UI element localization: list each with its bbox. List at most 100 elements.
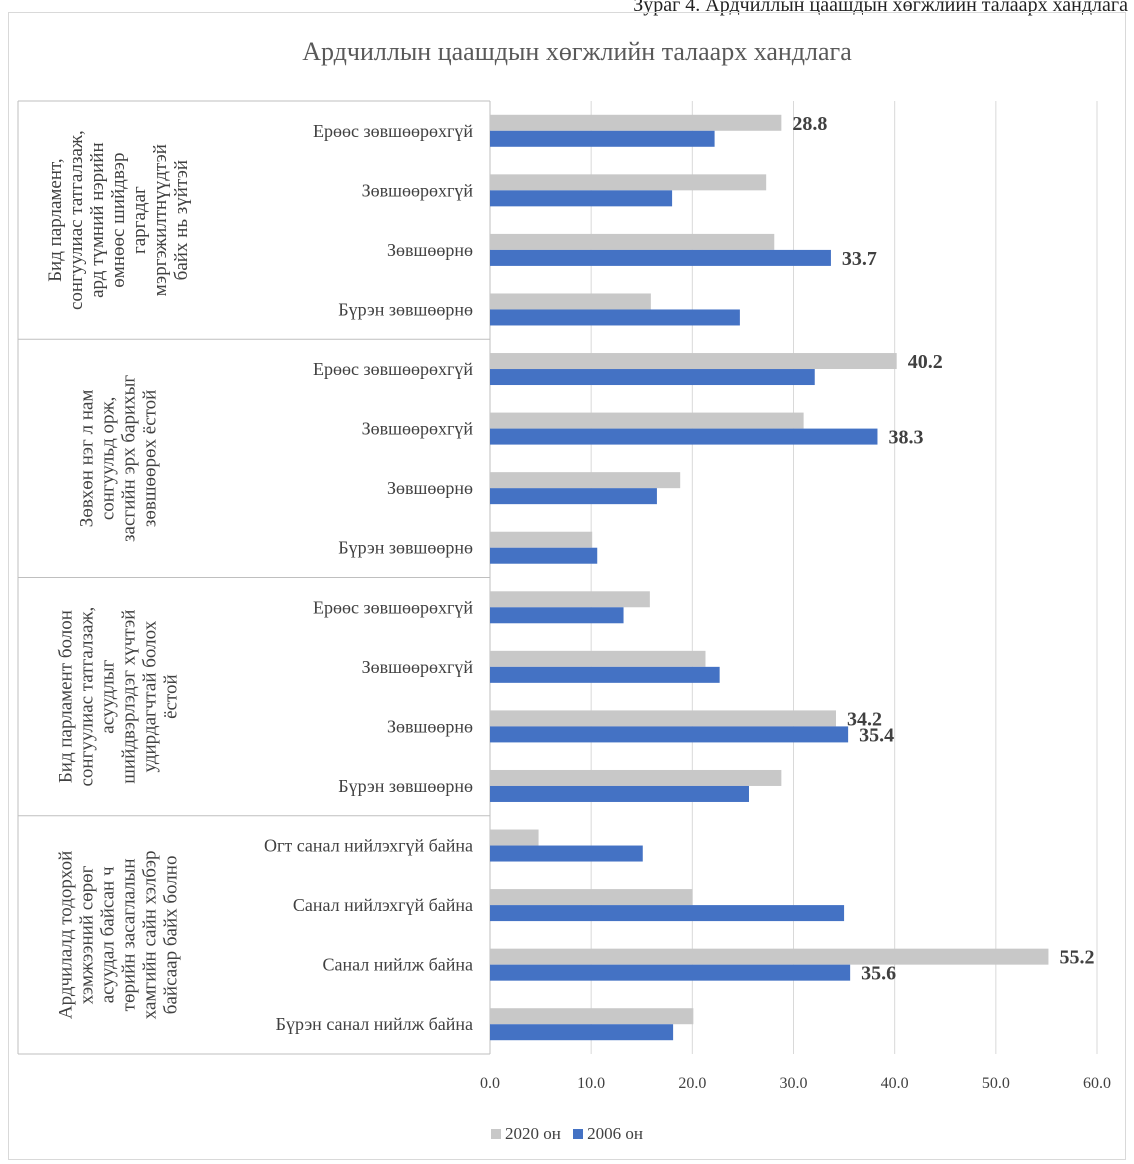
bar-2020 xyxy=(490,650,706,667)
bar-2006 xyxy=(490,249,831,266)
x-tick-label: 30.0 xyxy=(780,1075,808,1092)
category-label: Санал нийлж байна xyxy=(323,955,473,975)
bar-2020 xyxy=(490,233,775,250)
legend-swatch-2006 xyxy=(573,1129,584,1139)
category-label: Ерөөс зөвшөөрөхгүй xyxy=(313,359,473,379)
category-label: Бүрэн зөвшөөрнө xyxy=(338,776,473,796)
group-label-line: засгийн эрх барихыг xyxy=(119,375,140,542)
bar-2006 xyxy=(490,428,878,445)
bar-2006 xyxy=(490,607,624,624)
x-tick-label: 40.0 xyxy=(881,1075,909,1092)
category-label: Зөвшөөрнө xyxy=(387,716,473,736)
group-label-line: асуудлыг xyxy=(98,659,119,733)
category-label: Бүрэн зөвшөөрнө xyxy=(338,299,473,319)
bar-2020 xyxy=(490,114,782,131)
bar-2020 xyxy=(490,710,836,727)
bar-2006 xyxy=(490,130,715,147)
data-label: 38.3 xyxy=(888,427,923,449)
group-label-line: удирдагчтай болох xyxy=(140,620,161,772)
data-label: 55.2 xyxy=(1059,947,1094,969)
data-label: 40.2 xyxy=(908,351,943,373)
bar-2020 xyxy=(490,472,681,489)
legend-label-2020: 2020 он xyxy=(505,1124,561,1143)
data-label: 28.8 xyxy=(792,113,827,135)
bar-2020 xyxy=(490,829,539,846)
category-label: Зөвшөөрөхгүй xyxy=(362,419,474,439)
group-label-line: хамгийн сайн хэлбэр xyxy=(140,850,161,1019)
bar-2020 xyxy=(490,293,651,310)
group-label-line: гаргадаг xyxy=(129,186,150,254)
bar-2006 xyxy=(490,369,815,386)
group-label-line: Бид парламент, xyxy=(45,158,66,282)
data-label: 35.4 xyxy=(859,724,894,746)
bar-2006 xyxy=(490,547,598,564)
group-label: Зөвхөн нэг л намсонгуульд орж,засгийн эр… xyxy=(77,375,161,542)
group-label-line: төрийн засаглалын xyxy=(119,858,140,1011)
group-label-line: асуудал байсан ч xyxy=(98,866,119,1003)
x-tick-label: 50.0 xyxy=(982,1075,1010,1092)
group-label-line: сонгуулиас татгалзаж, xyxy=(66,130,87,310)
data-label: 35.6 xyxy=(861,963,896,985)
x-tick-label: 60.0 xyxy=(1083,1075,1111,1092)
bar-2020 xyxy=(490,889,693,906)
x-tick-label: 0.0 xyxy=(480,1075,500,1092)
group-label-line: байх нь зүйтэй xyxy=(171,160,192,280)
bar-2006 xyxy=(490,309,740,326)
category-label: Зөвшөөрөхгүй xyxy=(362,180,474,200)
bar-2006 xyxy=(490,845,643,862)
group-label-line: хэмжээний сөрөг xyxy=(77,865,98,1004)
category-label: Бүрэн санал нийлж байна xyxy=(276,1014,473,1034)
category-label: Ерөөс зөвшөөрөхгүй xyxy=(313,597,473,617)
data-label: 33.7 xyxy=(842,248,877,270)
group-label-line: өмнөөс шийдвэр xyxy=(108,153,129,288)
bar-2006 xyxy=(490,666,720,683)
bar-2006 xyxy=(490,785,749,802)
legend-swatch-2020 xyxy=(491,1129,502,1139)
category-label: Санал нийлэхгүй байна xyxy=(293,895,473,915)
group-label: Бид парламент болонсонгуулиас татгалзаж,… xyxy=(56,607,182,787)
bar-2006 xyxy=(490,1024,674,1041)
group-label: Бид парламент,сонгуулиас татгалзаж,ард т… xyxy=(45,130,192,310)
data-label: 34.2 xyxy=(847,708,882,730)
group-label-line: мэргэжилтнүүдтэй xyxy=(150,144,171,296)
group-label-line: сонгуульд орж, xyxy=(98,397,119,521)
bar-2020 xyxy=(490,353,897,370)
group-label-line: Ардчилалд тодорхой xyxy=(56,851,77,1019)
legend-item-2006: 2006 он xyxy=(573,1124,643,1144)
category-label: Ерөөс зөвшөөрөхгүй xyxy=(313,121,473,141)
bar-2020 xyxy=(490,531,593,548)
bar-2020 xyxy=(490,769,782,786)
bar-2020 xyxy=(490,591,650,608)
group-label-line: ард түмний нэрийн xyxy=(87,142,108,298)
legend-label-2006: 2006 он xyxy=(587,1124,643,1143)
category-label: Бүрэн зөвшөөрнө xyxy=(338,538,473,558)
group-label-line: Зөвхөн нэг л нам xyxy=(77,390,98,528)
bar-2006 xyxy=(490,905,845,922)
bar-2020 xyxy=(490,1008,694,1025)
category-label: Огт санал нийлэхгүй байна xyxy=(264,836,473,856)
group-label-line: ёстой xyxy=(161,674,182,719)
group-label-line: зөвшөөрөх ёстой xyxy=(140,390,161,527)
x-tick-label: 10.0 xyxy=(577,1075,605,1092)
bar-2020 xyxy=(490,174,767,191)
x-tick-label: 20.0 xyxy=(678,1075,706,1092)
legend: 2020 он 2006 он xyxy=(0,1124,1134,1144)
group-label: Ардчилалд тодорхойхэмжээний сөрөгасуудал… xyxy=(56,850,182,1019)
bar-2006 xyxy=(490,488,657,505)
category-label: Зөвшөөрнө xyxy=(387,240,473,260)
group-label-line: шийдвэрлэдэг хүчтэй xyxy=(119,610,140,784)
group-label-line: Бид парламент болон xyxy=(56,610,77,783)
bar-2020 xyxy=(490,948,1049,965)
bar-2006 xyxy=(490,726,849,743)
bar-2006 xyxy=(490,190,673,207)
bar-2020 xyxy=(490,412,804,429)
category-label: Зөвшөөрнө xyxy=(387,478,473,498)
category-label: Зөвшөөрөхгүй xyxy=(362,657,474,677)
group-label-line: сонгуулиас татгалзаж, xyxy=(77,607,98,787)
group-label-line: байсаар байх болно xyxy=(161,856,182,1015)
chart-title: Ардчиллын цаашдын хөгжлийн талаарх хандл… xyxy=(302,37,852,66)
bar-2006 xyxy=(490,964,851,981)
legend-item-2020: 2020 он xyxy=(491,1124,561,1144)
chart-frame xyxy=(8,12,1126,1160)
